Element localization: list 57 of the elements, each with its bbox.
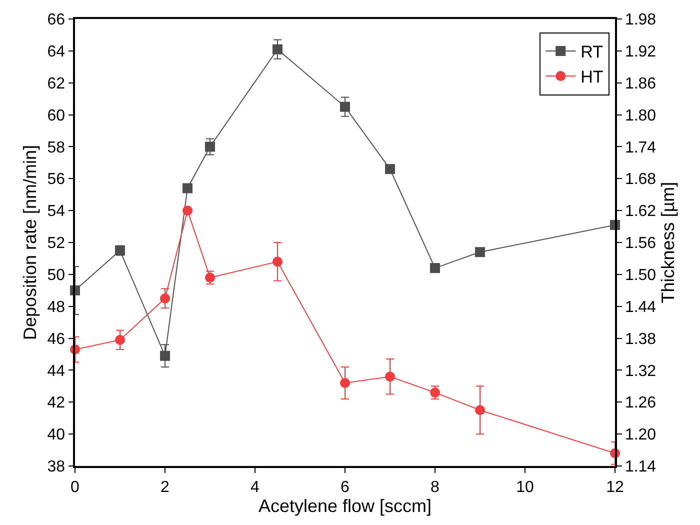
y2-tick-label: 1.62 xyxy=(624,203,656,220)
legend-label: HT xyxy=(580,68,604,87)
y-axis-title: Deposition rate [nm/min] xyxy=(20,144,40,340)
y2-tick-label: 1.44 xyxy=(624,298,656,316)
y-tick-label: 60 xyxy=(47,107,66,124)
x-tick-label: 10 xyxy=(516,478,534,496)
y-tick-label: 48 xyxy=(47,298,66,316)
y2-axis-title: Thickness [µm] xyxy=(658,182,678,304)
y-tick-label: 64 xyxy=(47,44,66,61)
point xyxy=(160,293,170,304)
legend-label: RT xyxy=(580,42,603,62)
point xyxy=(182,206,192,216)
y-tick-label: 46 xyxy=(47,330,66,348)
point xyxy=(385,372,395,382)
x-tick-label: 2 xyxy=(160,478,170,496)
point xyxy=(160,350,170,361)
point xyxy=(430,263,440,274)
point xyxy=(340,378,350,388)
y-tick-label: 62 xyxy=(47,75,66,92)
y-tick-label: 56 xyxy=(47,171,66,188)
y2-tick-label: 1.26 xyxy=(624,394,656,412)
y-tick-label: 42 xyxy=(47,394,66,412)
point xyxy=(182,183,192,194)
y2-tick-label: 1.14 xyxy=(624,458,656,476)
x-tick-label: 8 xyxy=(430,478,440,496)
y-tick-label: 52 xyxy=(47,235,66,252)
point xyxy=(115,334,125,345)
y-tick-label: 58 xyxy=(47,139,66,156)
point xyxy=(272,256,282,267)
y2-tick-label: 1.56 xyxy=(624,235,656,252)
y-tick-label: 40 xyxy=(47,426,66,444)
y2-tick-label: 1.80 xyxy=(624,107,656,124)
x-tick-label: 12 xyxy=(606,478,624,496)
y-tick-label: 66 xyxy=(47,12,66,29)
y2-tick-label: 1.68 xyxy=(624,171,656,188)
y2-tick-label: 1.20 xyxy=(624,426,656,444)
point xyxy=(475,405,485,416)
y2-tick-label: 1.74 xyxy=(624,139,656,156)
y2-tick-label: 1.38 xyxy=(624,330,656,348)
y2-tick-label: 1.32 xyxy=(624,362,656,380)
y-tick-label: 44 xyxy=(47,362,66,380)
point xyxy=(475,247,485,258)
y2-tick-label: 1.92 xyxy=(624,44,656,61)
x-axis-title: Acetylene flow [sccm] xyxy=(258,496,432,516)
y-tick-label: 54 xyxy=(47,203,66,220)
y2-tick-label: 1.50 xyxy=(624,267,656,284)
y2-tick-label: 1.86 xyxy=(624,75,656,92)
point xyxy=(272,44,282,54)
x-tick-label: 6 xyxy=(340,478,350,496)
x-tick-label: 0 xyxy=(70,478,80,496)
y2-tick-label: 1.98 xyxy=(624,12,656,29)
point xyxy=(340,102,350,112)
point xyxy=(385,164,395,174)
point xyxy=(205,142,215,152)
y-tick-label: 50 xyxy=(47,267,66,284)
x-tick-label: 4 xyxy=(250,478,260,496)
y-tick-label: 38 xyxy=(47,458,66,476)
